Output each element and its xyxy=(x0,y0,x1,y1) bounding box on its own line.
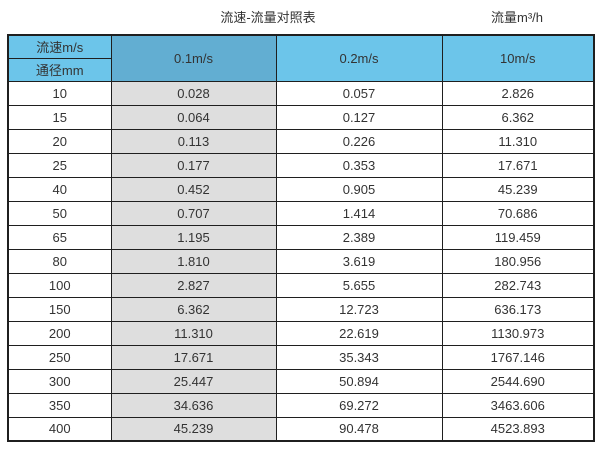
flow-value-cell: 3463.606 xyxy=(441,392,595,418)
diameter-cell: 150 xyxy=(7,296,112,322)
flow-value-cell: 25.447 xyxy=(110,368,277,394)
diameter-cell: 10 xyxy=(7,80,112,106)
flow-value-cell: 0.177 xyxy=(110,152,277,178)
diameter-cell: 300 xyxy=(7,368,112,394)
table-row: 10 0.028 0.057 2.826 xyxy=(7,80,595,106)
diameter-cell: 250 xyxy=(7,344,112,370)
diameter-cell: 65 xyxy=(7,224,112,250)
diameter-cell: 20 xyxy=(7,128,112,154)
flow-value-cell: 90.478 xyxy=(275,416,443,442)
table-row: 80 1.810 3.619 180.956 xyxy=(7,248,595,274)
flow-value-cell: 1.414 xyxy=(275,200,443,226)
flow-value-cell: 2.389 xyxy=(275,224,443,250)
flow-value-cell: 0.353 xyxy=(275,152,443,178)
header-col-velocity-0.1: 0.1m/s xyxy=(110,34,277,82)
flow-value-cell: 5.655 xyxy=(275,272,443,298)
flow-value-cell: 1.810 xyxy=(110,248,277,274)
diameter-cell: 50 xyxy=(7,200,112,226)
header-diameter-label: 通径mm xyxy=(7,57,112,82)
flow-value-cell: 0.905 xyxy=(275,176,443,202)
flow-value-cell: 119.459 xyxy=(441,224,595,250)
flow-value-cell: 6.362 xyxy=(110,296,277,322)
flow-value-cell: 0.127 xyxy=(275,104,443,130)
flow-value-cell: 45.239 xyxy=(110,416,277,442)
table-row: 40 0.452 0.905 45.239 xyxy=(7,176,595,202)
header-velocity-label: 流速m/s xyxy=(7,34,112,59)
flow-value-cell: 2.827 xyxy=(110,272,277,298)
flow-value-cell: 0.113 xyxy=(110,128,277,154)
flow-table-body: 10 0.028 0.057 2.826 15 0.064 0.127 6.362 20 0.11… xyxy=(7,80,595,442)
table-row: 300 25.447 50.894 2544.690 xyxy=(7,368,595,394)
flow-value-cell: 34.636 xyxy=(110,392,277,418)
table-row: 20 0.113 0.226 11.310 xyxy=(7,128,595,154)
flow-value-cell: 1130.973 xyxy=(441,320,595,346)
table-row: 50 0.707 1.414 70.686 xyxy=(7,200,595,226)
flow-value-cell: 17.671 xyxy=(441,152,595,178)
flow-value-cell: 11.310 xyxy=(441,128,595,154)
diameter-cell: 40 xyxy=(7,176,112,202)
flow-value-cell: 2.826 xyxy=(441,80,595,106)
table-row: 350 34.636 69.272 3463.606 xyxy=(7,392,595,418)
diameter-cell: 200 xyxy=(7,320,112,346)
flow-value-cell: 636.173 xyxy=(441,296,595,322)
flow-value-cell: 1767.146 xyxy=(441,344,595,370)
flow-rate-table: 流速m/s 0.1m/s 0.2m/s 10m/s 通径mm 10 0.028 0.… xyxy=(7,34,595,442)
diameter-cell: 100 xyxy=(7,272,112,298)
diameter-cell: 80 xyxy=(7,248,112,274)
flow-value-cell: 180.956 xyxy=(441,248,595,274)
diameter-cell: 400 xyxy=(7,416,112,442)
diameter-cell: 350 xyxy=(7,392,112,418)
flow-value-cell: 17.671 xyxy=(110,344,277,370)
flow-value-cell: 1.195 xyxy=(110,224,277,250)
flow-value-cell: 0.028 xyxy=(110,80,277,106)
table-row: 400 45.239 90.478 4523.893 xyxy=(7,416,595,442)
flow-value-cell: 4523.893 xyxy=(441,416,595,442)
flow-value-cell: 0.226 xyxy=(275,128,443,154)
table-row: 15 0.064 0.127 6.362 xyxy=(7,104,595,130)
flow-value-cell: 2544.690 xyxy=(441,368,595,394)
flow-value-cell: 282.743 xyxy=(441,272,595,298)
flow-value-cell: 45.239 xyxy=(441,176,595,202)
table-row: 150 6.362 12.723 636.173 xyxy=(7,296,595,322)
flow-unit-label: 流量m³/h xyxy=(490,10,544,25)
title-bar: 流速-流量对照表 流量m³/h xyxy=(0,0,600,34)
flow-value-cell: 50.894 xyxy=(275,368,443,394)
table-header: 流速m/s 0.1m/s 0.2m/s 10m/s 通径mm xyxy=(7,34,595,82)
table-row: 250 17.671 35.343 1767.146 xyxy=(7,344,595,370)
flow-value-cell: 0.064 xyxy=(110,104,277,130)
flow-value-cell: 70.686 xyxy=(441,200,595,226)
table-title: 流速-流量对照表 xyxy=(220,10,316,25)
flow-value-cell: 0.707 xyxy=(110,200,277,226)
flow-value-cell: 11.310 xyxy=(110,320,277,346)
table-row: 100 2.827 5.655 282.743 xyxy=(7,272,595,298)
flow-value-cell: 0.057 xyxy=(275,80,443,106)
flow-value-cell: 69.272 xyxy=(275,392,443,418)
flow-value-cell: 12.723 xyxy=(275,296,443,322)
table-row: 25 0.177 0.353 17.671 xyxy=(7,152,595,178)
flow-value-cell: 6.362 xyxy=(441,104,595,130)
diameter-cell: 15 xyxy=(7,104,112,130)
header-col-velocity-10: 10m/s xyxy=(441,34,595,82)
flow-value-cell: 0.452 xyxy=(110,176,277,202)
flow-value-cell: 3.619 xyxy=(275,248,443,274)
header-col-velocity-0.2: 0.2m/s xyxy=(275,34,443,82)
flow-value-cell: 35.343 xyxy=(275,344,443,370)
diameter-cell: 25 xyxy=(7,152,112,178)
table-row: 200 11.310 22.619 1130.973 xyxy=(7,320,595,346)
flow-value-cell: 22.619 xyxy=(275,320,443,346)
table-row: 65 1.195 2.389 119.459 xyxy=(7,224,595,250)
